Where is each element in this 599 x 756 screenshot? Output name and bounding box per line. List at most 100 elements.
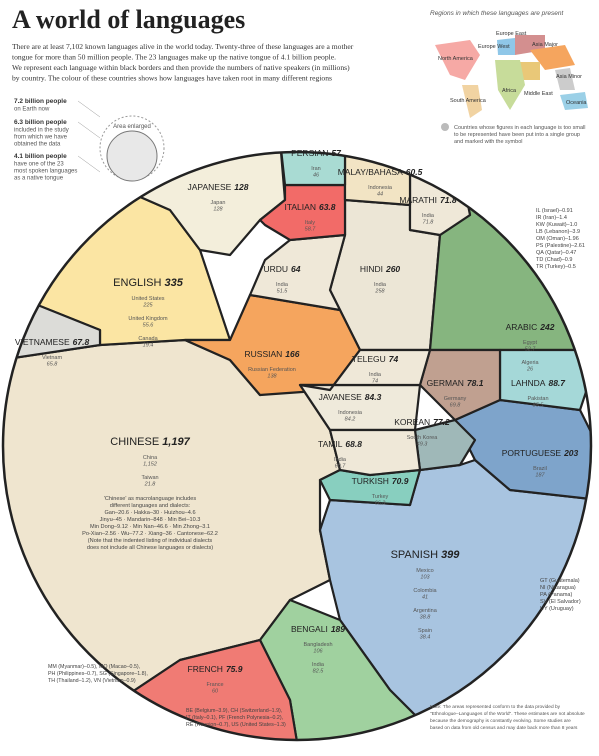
country-name: China bbox=[143, 455, 158, 461]
note-text: on Earth now bbox=[14, 107, 50, 113]
map-title: Regions in which these languages are pre… bbox=[430, 10, 565, 17]
country-name: Algeria bbox=[521, 360, 539, 366]
chinese-note: Jinyu–45 · Mandarin–848 · Min Bei–10.3 bbox=[100, 517, 201, 523]
map-region-label: Europe East bbox=[496, 31, 527, 37]
map-region-label: Asia Minor bbox=[556, 74, 582, 80]
country-name: Indonesia bbox=[338, 410, 363, 416]
country-name: Turkey bbox=[372, 494, 389, 500]
arabic-note: IR (Iran)–1.4 bbox=[536, 215, 567, 221]
chinese-note: (Note that the indented listing of indiv… bbox=[88, 538, 213, 544]
note-text: most spoken languages bbox=[14, 169, 77, 175]
country-value: 46 bbox=[313, 173, 320, 179]
map-region-label: Asia Major bbox=[532, 42, 558, 48]
country-value: 103 bbox=[420, 575, 430, 581]
note-text: obtained the data bbox=[14, 142, 61, 148]
map-region-label: Europe West bbox=[478, 44, 510, 50]
country-value: 66.3 bbox=[375, 501, 387, 507]
country-name: India bbox=[374, 282, 387, 288]
language-label: ARABIC 242 bbox=[506, 322, 555, 332]
note-leader bbox=[77, 155, 101, 173]
country-value: 225 bbox=[142, 303, 153, 309]
europe-note: BE (Belgium–3.9), CH (Switzerland–1.9), bbox=[186, 708, 282, 714]
language-label: GERMAN 78.1 bbox=[427, 378, 484, 388]
language-region bbox=[328, 428, 422, 477]
language-name: MALAY/BAHASA bbox=[338, 167, 403, 177]
language-value: 260 bbox=[385, 264, 400, 274]
country-name: Russian Federation bbox=[248, 367, 296, 373]
language-name: FRENCH bbox=[188, 664, 223, 674]
country-value: 85.5 bbox=[533, 403, 545, 409]
country-name: India bbox=[312, 662, 325, 668]
language-label: BENGALI 189 bbox=[291, 624, 345, 634]
language-label: HINDI 260 bbox=[360, 264, 401, 274]
chinese-note: 'Chinese' as macrolanguage includes bbox=[104, 496, 197, 502]
language-value: 84.3 bbox=[365, 392, 382, 402]
footnote: based on data from old census and may da… bbox=[430, 725, 578, 731]
note-text: as a native tongue bbox=[14, 176, 64, 182]
language-name: ARABIC bbox=[506, 322, 538, 332]
footnote: Note: The areas represented conform to t… bbox=[430, 704, 561, 710]
intro-line: tongue for more than 50 million people. … bbox=[12, 53, 336, 62]
chinese-note: Gan–20.6 · Hakka–30 · Huizhou–4.6 bbox=[104, 510, 195, 516]
map: Regions in which these languages are pre… bbox=[428, 10, 593, 120]
language-value: 77.2 bbox=[433, 417, 450, 427]
map-region-label: Middle East bbox=[524, 91, 553, 97]
language-value: 57 bbox=[331, 148, 342, 158]
country-value: 60 bbox=[212, 689, 219, 695]
language-value: 68.8 bbox=[345, 439, 362, 449]
country-value: 65.8 bbox=[47, 362, 59, 368]
asia-note: TH (Thailand–1.2), VN (Vietnam–0.9) bbox=[48, 678, 136, 684]
country-name: France bbox=[206, 682, 223, 688]
language-label: URDU 64 bbox=[263, 264, 300, 274]
country-name: Italy bbox=[305, 220, 315, 226]
arabic-note: IL (Israel)–0.91 bbox=[536, 208, 573, 214]
language-value: 60.5 bbox=[406, 167, 423, 177]
country-name: Taiwan bbox=[141, 475, 158, 481]
country-name: Germany bbox=[444, 396, 467, 402]
europe-note: IT (Italy–0.1), PF (French Polynesia–0.2… bbox=[186, 715, 283, 721]
language-value: 64 bbox=[291, 264, 301, 274]
country-value: 106 bbox=[313, 649, 323, 655]
country-name: India bbox=[369, 372, 382, 378]
map-region-label: North America bbox=[438, 56, 474, 62]
language-value: 335 bbox=[164, 277, 183, 289]
chinese-note: does not include all Chinese languages o… bbox=[87, 545, 213, 551]
size-key: Area enlarged bbox=[99, 115, 165, 182]
country-value: 84.2 bbox=[345, 417, 356, 423]
language-value: 63.8 bbox=[319, 202, 336, 212]
country-value: 44 bbox=[377, 192, 383, 198]
country-name: Pakistan bbox=[527, 396, 548, 402]
language-name: PERSIAN bbox=[291, 148, 328, 158]
language-name: MARATHI bbox=[399, 195, 437, 205]
language-label: FRENCH 75.9 bbox=[188, 664, 243, 674]
country-value: 41 bbox=[422, 595, 428, 601]
country-value: 82.5 bbox=[313, 669, 325, 675]
country-name: Brazil bbox=[533, 466, 547, 472]
symbol bbox=[441, 123, 449, 131]
language-label: KOREAN 77.2 bbox=[394, 417, 450, 427]
country-value: 38.8 bbox=[420, 615, 432, 621]
spanish-note: PA (Panama) bbox=[540, 592, 572, 598]
language-label: ENGLISH 335 bbox=[113, 277, 184, 289]
europe-note: RE (Réunion–0.7), US (United States–1.3) bbox=[186, 722, 286, 728]
language-value: 166 bbox=[285, 349, 299, 359]
language-label: VIETNAMESE 67.8 bbox=[15, 337, 90, 347]
language-value: 203 bbox=[563, 448, 578, 458]
intro-line: There are at least 7,102 known languages… bbox=[12, 42, 354, 51]
note-heading: 6.3 billion people bbox=[14, 119, 67, 126]
country-value: 128 bbox=[213, 207, 223, 213]
note-leader bbox=[77, 100, 101, 118]
language-name: RUSSIAN bbox=[245, 349, 283, 359]
asia-note: MM (Myanmar)–0.5), MO (Macao–0.5), bbox=[48, 664, 140, 670]
country-name: South Korea bbox=[407, 435, 439, 441]
map-region-label: South America bbox=[450, 98, 487, 104]
language-value: 399 bbox=[441, 549, 460, 561]
language-name: TELEGU bbox=[352, 354, 386, 364]
spanish-note: UY (Uruguay) bbox=[540, 606, 574, 612]
country-name: India bbox=[276, 282, 289, 288]
intro-line: We represent each language within black … bbox=[12, 63, 350, 72]
language-value: 75.9 bbox=[226, 664, 243, 674]
language-name: ENGLISH bbox=[113, 277, 161, 289]
language-value: 242 bbox=[539, 322, 554, 332]
language-name: SPANISH bbox=[391, 549, 439, 561]
